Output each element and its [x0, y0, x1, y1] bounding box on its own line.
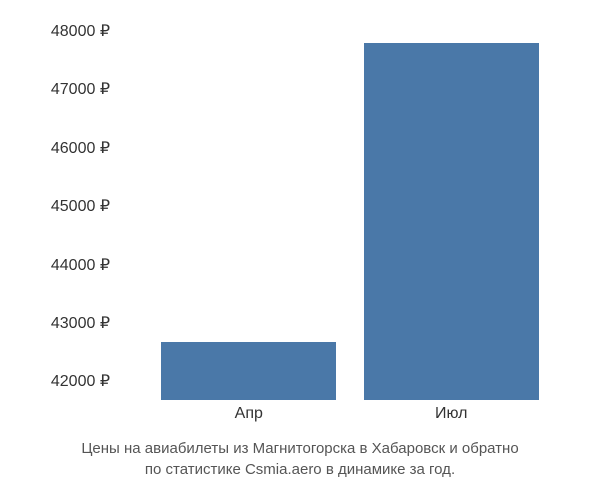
x-tick-label: Апр — [235, 405, 263, 423]
y-tick-label: 45000 ₽ — [51, 199, 110, 215]
x-axis-labels: Апр Июл — [120, 405, 580, 430]
y-tick-label: 42000 ₽ — [51, 374, 110, 390]
bar — [161, 342, 336, 400]
y-axis: 42000 ₽ 43000 ₽ 44000 ₽ 45000 ₽ 46000 ₽ 47000… — [20, 20, 110, 400]
x-tick-label: Июл — [435, 405, 467, 423]
y-tick-label: 48000 ₽ — [51, 24, 110, 40]
bar — [364, 43, 539, 400]
caption-line-2: по статистике Csmia.aero в динамике за г… — [145, 461, 455, 478]
caption-line-1: Цены на авиабилеты из Магнитогорска в Ха… — [81, 440, 518, 457]
y-tick-label: 46000 ₽ — [51, 141, 110, 157]
chart-container: 42000 ₽ 43000 ₽ 44000 ₽ 45000 ₽ 46000 ₽ 47000… — [20, 20, 580, 420]
chart-caption: Цены на авиабилеты из Магнитогорска в Ха… — [0, 438, 600, 480]
y-tick-label: 44000 ₽ — [51, 258, 110, 274]
y-tick-label: 43000 ₽ — [51, 316, 110, 332]
y-tick-label: 47000 ₽ — [51, 82, 110, 98]
plot-area — [120, 20, 580, 400]
